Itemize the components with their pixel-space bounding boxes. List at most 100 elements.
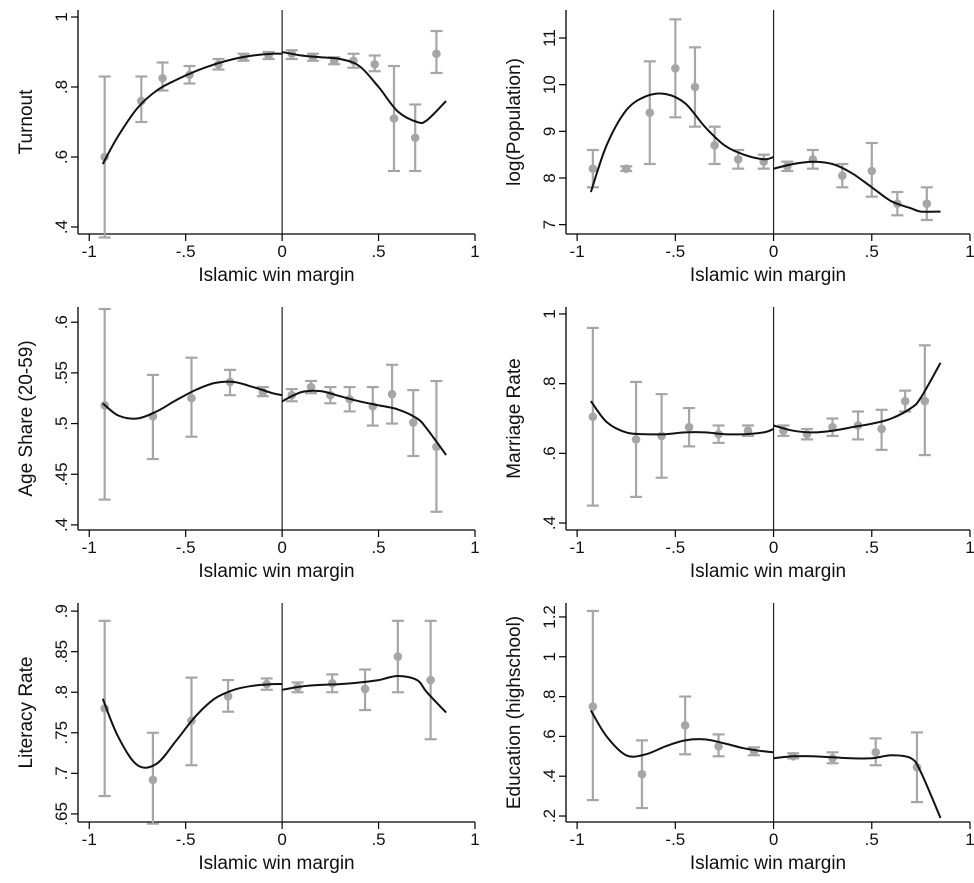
binned-mean-point	[871, 748, 881, 757]
y-axis-title: log(Population)	[504, 58, 525, 186]
binned-mean-point	[410, 133, 420, 143]
fit-line-left	[102, 380, 283, 420]
binned-mean-point	[867, 166, 877, 176]
y-tick-label: .4	[52, 518, 71, 532]
y-axis-title: Education (highschool)	[504, 616, 525, 809]
x-tick-label: .5	[371, 538, 385, 557]
y-tick-label: .6	[540, 729, 559, 743]
x-tick-label: -1	[570, 242, 585, 261]
binned-mean-point	[645, 108, 655, 117]
binned-mean-point	[158, 73, 167, 83]
binned-mean-point	[631, 435, 641, 444]
x-tick-label: -1	[570, 538, 585, 557]
binned-mean-point	[838, 171, 847, 180]
panel-2: 7 8 9 10 11 -1 -.5 0 .5 1 Islamic win margin log(Po…	[504, 10, 974, 286]
x-axis-title: Islamic win margin	[690, 265, 846, 286]
x-axis-title: Islamic win margin	[198, 561, 354, 582]
y-tick-label: .8	[52, 685, 71, 699]
binned-mean-point	[877, 424, 886, 434]
y-axis-title: Marriage Rate	[504, 358, 525, 478]
y-axis-title: Literacy Rate	[16, 657, 37, 769]
x-tick-label: 0	[769, 538, 778, 557]
fit-line-right	[281, 389, 447, 456]
binned-mean-point	[621, 164, 631, 173]
x-tick-label: -1	[570, 830, 585, 849]
y-tick-label: 10	[540, 75, 559, 94]
binned-mean-point	[187, 393, 196, 403]
fit-line-right	[281, 51, 447, 125]
binned-mean-point	[387, 389, 397, 399]
fit-line-left	[590, 709, 774, 758]
panel-6: .2 .4 .6 .8 1 1.2 -1 -.5 0 .5 1 Islamic win margin E…	[504, 603, 974, 874]
x-tick-label: .5	[865, 830, 879, 849]
binned-mean-point	[306, 382, 316, 392]
binned-mean-point	[922, 199, 932, 208]
fit-line-right	[281, 674, 447, 714]
binned-mean-point	[393, 652, 403, 661]
x-tick-label: 1	[470, 242, 479, 261]
binned-mean-point	[264, 51, 273, 60]
x-tick-label: -.5	[665, 242, 685, 261]
x-axis-title: Islamic win margin	[198, 853, 354, 874]
y-tick-label: 9	[540, 127, 559, 136]
binned-mean-point	[148, 775, 158, 785]
y-tick-label: 11	[540, 29, 559, 47]
x-tick-label: -.5	[176, 538, 196, 557]
binned-mean-point	[900, 396, 910, 406]
x-tick-label: .5	[865, 242, 879, 261]
y-tick-label: .65	[52, 802, 71, 826]
y-tick-label: .8	[540, 377, 559, 391]
y-tick-label: .75	[52, 721, 71, 745]
y-tick-label: .6	[52, 315, 71, 329]
x-tick-label: .5	[371, 242, 385, 261]
x-tick-label: .5	[371, 830, 385, 849]
binned-mean-point	[828, 422, 837, 432]
binned-mean-point	[426, 675, 435, 685]
binned-mean-point	[223, 691, 233, 701]
y-tick-label: .55	[52, 361, 71, 385]
fit-line-left	[101, 682, 283, 769]
binned-mean-point	[690, 82, 700, 92]
binned-mean-point	[657, 431, 666, 441]
binned-mean-point	[408, 418, 418, 427]
y-tick-label: .85	[52, 640, 71, 664]
binned-mean-point	[360, 684, 370, 694]
y-tick-label: .4	[540, 516, 559, 530]
x-tick-label: 0	[277, 538, 286, 557]
x-tick-label: -.5	[665, 538, 685, 557]
binned-mean-point	[714, 742, 723, 751]
x-tick-label: -.5	[665, 830, 685, 849]
y-tick-label: .7	[52, 766, 71, 780]
binned-mean-point	[389, 114, 399, 123]
y-tick-label: .2	[540, 809, 559, 823]
binned-mean-point	[710, 141, 719, 150]
panel-5: .65 .7 .75 .8 .85 .9 -1 -.5 0 .5 1 Islamic win marg…	[16, 603, 480, 874]
y-tick-label: 8	[540, 173, 559, 182]
x-axis-title: Islamic win margin	[690, 561, 846, 582]
binned-mean-point	[588, 164, 598, 173]
binned-mean-point	[684, 422, 694, 432]
y-tick-label: 7	[540, 220, 559, 229]
binned-mean-point	[137, 96, 146, 106]
binned-mean-point	[370, 59, 380, 69]
y-axis-title: Age Share (20-59)	[16, 340, 37, 496]
fit-line-right	[773, 160, 941, 213]
panel-1: .4 .6 .8 1 -1 -.5 0 .5 1 Islamic win margin Turnou…	[16, 10, 480, 286]
x-tick-label: 0	[769, 830, 778, 849]
x-tick-label: 0	[769, 242, 778, 261]
fit-line-right	[773, 362, 942, 434]
y-tick-label: 1	[540, 309, 559, 318]
y-tick-label: .45	[52, 462, 71, 486]
x-tick-label: .5	[865, 538, 879, 557]
binned-mean-point	[743, 426, 753, 435]
x-axis-title: Islamic win margin	[198, 265, 354, 286]
x-tick-label: 1	[470, 538, 479, 557]
y-tick-label: .4	[52, 220, 71, 234]
y-tick-label: .5	[52, 416, 71, 430]
x-tick-label: -1	[82, 830, 97, 849]
binned-mean-point	[588, 412, 598, 422]
binned-mean-point	[920, 396, 930, 406]
fit-line-left	[590, 400, 774, 436]
y-tick-label: 1.2	[540, 605, 559, 629]
